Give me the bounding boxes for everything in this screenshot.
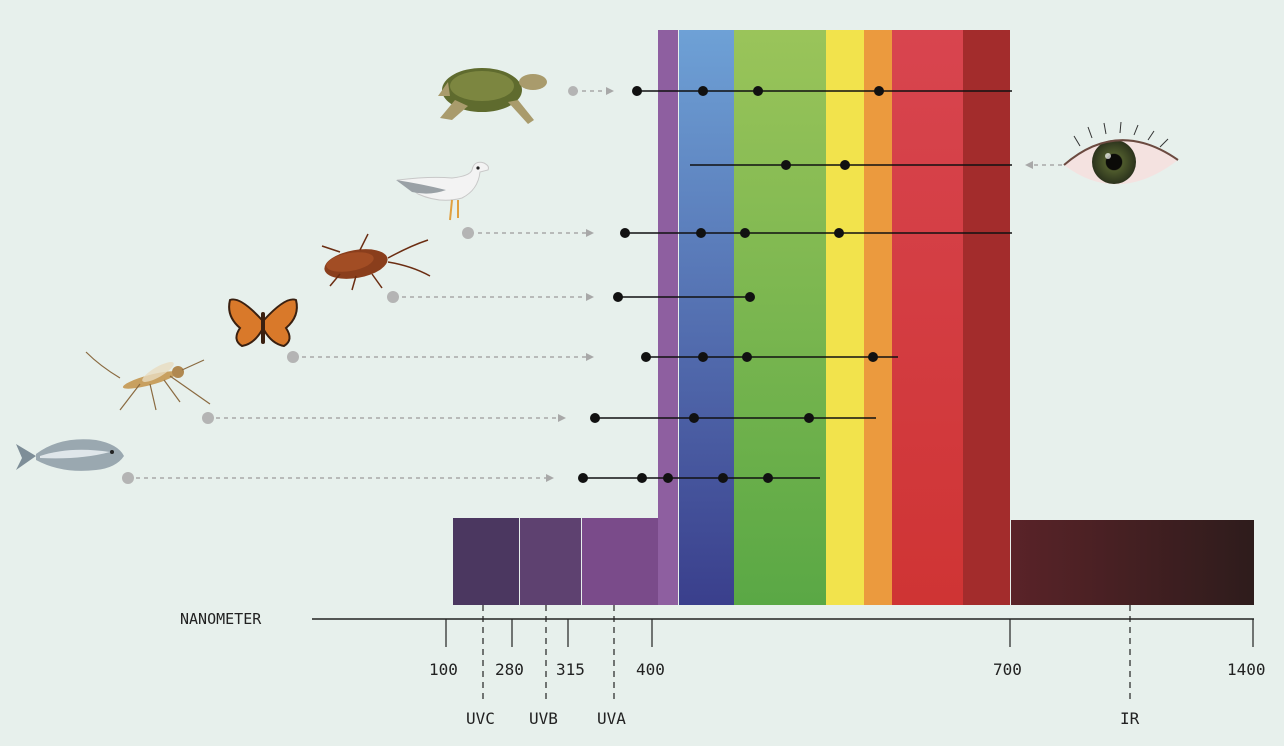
peak-dot (868, 352, 878, 362)
peak-dot (804, 413, 814, 423)
band-label-ir: IR (1120, 709, 1140, 728)
arrow-origin-dot (202, 412, 214, 424)
peak-dot (840, 160, 850, 170)
peak-dot (874, 86, 884, 96)
fish-icon (16, 439, 124, 471)
nanometer-axis: NANOMETER 100 280 315 400 700 1400 UVC U… (180, 605, 1266, 728)
arrow-origin-dot (568, 86, 578, 96)
peak-dot (696, 228, 706, 238)
peak-dot (753, 86, 763, 96)
arrowhead (606, 87, 614, 95)
tick-label-315: 315 (556, 660, 585, 679)
peak-dot (613, 292, 623, 302)
green-band (734, 30, 826, 605)
eye-icon (1063, 121, 1179, 185)
arrowhead (586, 229, 594, 237)
tick-label-400: 400 (636, 660, 665, 679)
tick-label-700: 700 (993, 660, 1022, 679)
uvc-block (453, 518, 519, 605)
arrow-heads (546, 87, 1033, 482)
peak-dot (740, 228, 750, 238)
tick-label-100: 100 (429, 660, 458, 679)
peak-dot (718, 473, 728, 483)
seagull-icon (396, 161, 489, 221)
uv-band-blocks (453, 518, 658, 605)
peak-dot (689, 413, 699, 423)
peak-dot (763, 473, 773, 483)
band-label-uvc: UVC (466, 709, 495, 728)
sensitivity-peaks (578, 86, 884, 483)
peak-dot (641, 352, 651, 362)
peak-dot (637, 473, 647, 483)
peak-dot (698, 86, 708, 96)
mosquito-icon (85, 351, 211, 411)
tick-label-280: 280 (495, 660, 524, 679)
arrowhead (546, 474, 554, 482)
ir-block (1011, 520, 1254, 605)
peak-dot (742, 352, 752, 362)
blue-band (679, 30, 734, 605)
red-band (892, 30, 963, 605)
arrow-origin-dot (122, 472, 134, 484)
peak-dot (834, 228, 844, 238)
visible-spectrum (658, 30, 1010, 605)
arrow-origin-dot (462, 227, 474, 239)
uva-block (582, 518, 658, 605)
arrowhead (586, 353, 594, 361)
uvb-block (520, 518, 581, 605)
peak-dot (590, 413, 600, 423)
animal-arrows (128, 90, 1062, 479)
peak-dot (632, 86, 642, 96)
arrowhead (586, 293, 594, 301)
sensitivity-ranges (583, 90, 1012, 479)
arrow-origin-dot (387, 291, 399, 303)
peak-dot (578, 473, 588, 483)
peak-dot (745, 292, 755, 302)
turtle-icon (438, 68, 547, 124)
butterfly-icon (228, 298, 298, 348)
axis-label: NANOMETER (180, 610, 262, 628)
yellow-band (826, 30, 864, 605)
orange-band (864, 30, 892, 605)
arrowhead (1025, 161, 1033, 169)
band-label-uvb: UVB (529, 709, 558, 728)
peak-dot (663, 473, 673, 483)
arrow-origins (122, 86, 578, 484)
peak-dot (698, 352, 708, 362)
peak-dot (620, 228, 630, 238)
tick-label-1400: 1400 (1227, 660, 1266, 679)
arrowhead (558, 414, 566, 422)
violet-band (658, 30, 678, 605)
dark-red-band (963, 30, 1010, 605)
peak-dot (781, 160, 791, 170)
band-label-uva: UVA (597, 709, 626, 728)
cockroach-icon (321, 233, 431, 291)
arrow-origin-dot (287, 351, 299, 363)
